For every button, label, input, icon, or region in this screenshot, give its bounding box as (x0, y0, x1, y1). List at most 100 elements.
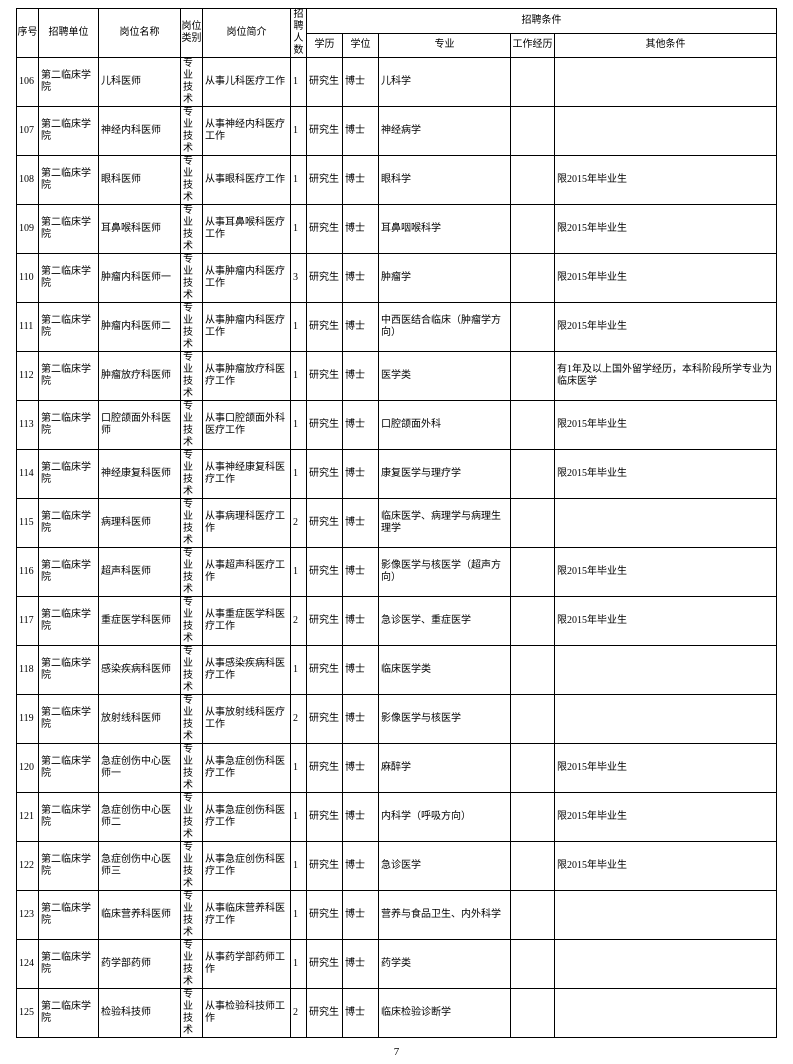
cell-zy: 影像医学与核医学 (379, 695, 511, 744)
cell-gw: 急症创伤中心医师二 (99, 793, 181, 842)
cell-jj: 从事肿瘤内科医疗工作 (203, 254, 291, 303)
cell-rs: 1 (291, 401, 307, 450)
cell-zy: 内科学（呼吸方向） (379, 793, 511, 842)
cell-xw: 博士 (343, 254, 379, 303)
cell-lb: 专业 技术 (181, 793, 203, 842)
cell-rs: 1 (291, 303, 307, 352)
cell-jj: 从事药学部药师工作 (203, 940, 291, 989)
cell-xl: 研究生 (307, 352, 343, 401)
cell-lb: 专业 技术 (181, 989, 203, 1038)
cell-xh: 106 (17, 58, 39, 107)
cell-xl: 研究生 (307, 107, 343, 156)
cell-dw: 第二临床学院 (39, 597, 99, 646)
cell-lb: 专业 技术 (181, 352, 203, 401)
cell-gw: 眼科医师 (99, 156, 181, 205)
cell-zy: 口腔颌面外科 (379, 401, 511, 450)
cell-jl (511, 940, 555, 989)
cell-lb: 专业 技术 (181, 254, 203, 303)
cell-jj: 从事口腔颌面外科医疗工作 (203, 401, 291, 450)
cell-xh: 113 (17, 401, 39, 450)
cell-qt: 限2015年毕业生 (555, 401, 777, 450)
cell-qt (555, 58, 777, 107)
cell-qt: 限2015年毕业生 (555, 450, 777, 499)
table-row: 114第二临床学院神经康复科医师专业 技术从事神经康复科医疗工作1研究生博士康复… (17, 450, 777, 499)
col-xl: 学历 (307, 33, 343, 58)
cell-jl (511, 548, 555, 597)
table-row: 123第二临床学院临床营养科医师专业 技术从事临床营养科医疗工作1研究生博士营养… (17, 891, 777, 940)
col-dw: 招聘单位 (39, 9, 99, 58)
table-row: 121第二临床学院急症创伤中心医师二专业 技术从事急症创伤科医疗工作1研究生博士… (17, 793, 777, 842)
cell-rs: 1 (291, 940, 307, 989)
cell-jl (511, 695, 555, 744)
table-row: 109第二临床学院耳鼻喉科医师专业 技术从事耳鼻喉科医疗工作1研究生博士耳鼻咽喉… (17, 205, 777, 254)
cell-xw: 博士 (343, 548, 379, 597)
cell-xl: 研究生 (307, 205, 343, 254)
cell-xl: 研究生 (307, 891, 343, 940)
cell-rs: 1 (291, 156, 307, 205)
cell-xh: 112 (17, 352, 39, 401)
cell-zy: 临床医学类 (379, 646, 511, 695)
cell-jl (511, 744, 555, 793)
cell-lb: 专业 技术 (181, 940, 203, 989)
cell-gw: 肿瘤内科医师二 (99, 303, 181, 352)
col-gw: 岗位名称 (99, 9, 181, 58)
cell-jl (511, 793, 555, 842)
cell-zy: 临床医学、病理学与病理生理学 (379, 499, 511, 548)
cell-xw: 博士 (343, 401, 379, 450)
cell-dw: 第二临床学院 (39, 695, 99, 744)
cell-dw: 第二临床学院 (39, 793, 99, 842)
cell-jl (511, 597, 555, 646)
cell-xh: 121 (17, 793, 39, 842)
cell-dw: 第二临床学院 (39, 107, 99, 156)
cell-dw: 第二临床学院 (39, 499, 99, 548)
cell-jj: 从事耳鼻喉科医疗工作 (203, 205, 291, 254)
cell-qt: 有1年及以上国外留学经历，本科阶段所学专业为临床医学 (555, 352, 777, 401)
cell-rs: 1 (291, 793, 307, 842)
cell-dw: 第二临床学院 (39, 303, 99, 352)
table-row: 119第二临床学院放射线科医师专业 技术从事放射线科医疗工作2研究生博士影像医学… (17, 695, 777, 744)
cell-xw: 博士 (343, 205, 379, 254)
cell-zy: 儿科学 (379, 58, 511, 107)
col-xw: 学位 (343, 33, 379, 58)
cell-gw: 超声科医师 (99, 548, 181, 597)
table-row: 118第二临床学院感染疾病科医师专业 技术从事感染疾病科医疗工作1研究生博士临床… (17, 646, 777, 695)
cell-qt (555, 499, 777, 548)
cell-jj: 从事肿瘤内科医疗工作 (203, 303, 291, 352)
table-row: 124第二临床学院药学部药师专业 技术从事药学部药师工作1研究生博士药学类 (17, 940, 777, 989)
table-row: 122第二临床学院急症创伤中心医师三专业 技术从事急症创伤科医疗工作1研究生博士… (17, 842, 777, 891)
cell-jj: 从事眼科医疗工作 (203, 156, 291, 205)
cell-lb: 专业 技术 (181, 597, 203, 646)
cell-jl (511, 58, 555, 107)
cell-rs: 2 (291, 597, 307, 646)
cell-lb: 专业 技术 (181, 58, 203, 107)
cell-dw: 第二临床学院 (39, 940, 99, 989)
cell-lb: 专业 技术 (181, 646, 203, 695)
table-row: 107第二临床学院神经内科医师专业 技术从事神经内科医疗工作1研究生博士神经病学 (17, 107, 777, 156)
cell-rs: 2 (291, 499, 307, 548)
cell-xl: 研究生 (307, 401, 343, 450)
col-jj: 岗位简介 (203, 9, 291, 58)
cell-jl (511, 254, 555, 303)
cell-xl: 研究生 (307, 989, 343, 1038)
cell-jl (511, 352, 555, 401)
cell-xh: 123 (17, 891, 39, 940)
cell-gw: 急症创伤中心医师三 (99, 842, 181, 891)
cell-gw: 口腔颌面外科医师 (99, 401, 181, 450)
cell-xw: 博士 (343, 597, 379, 646)
cell-xw: 博士 (343, 989, 379, 1038)
cell-lb: 专业 技术 (181, 303, 203, 352)
cell-lb: 专业 技术 (181, 156, 203, 205)
cell-xl: 研究生 (307, 793, 343, 842)
col-rs: 招聘 人数 (291, 9, 307, 58)
cell-dw: 第二临床学院 (39, 450, 99, 499)
col-zy: 专业 (379, 33, 511, 58)
cell-rs: 1 (291, 891, 307, 940)
cell-lb: 专业 技术 (181, 401, 203, 450)
cell-zy: 营养与食品卫生、内外科学 (379, 891, 511, 940)
col-xh: 序号 (17, 9, 39, 58)
cell-xh: 107 (17, 107, 39, 156)
cell-xh: 109 (17, 205, 39, 254)
cell-dw: 第二临床学院 (39, 352, 99, 401)
cell-lb: 专业 技术 (181, 107, 203, 156)
cell-xh: 115 (17, 499, 39, 548)
